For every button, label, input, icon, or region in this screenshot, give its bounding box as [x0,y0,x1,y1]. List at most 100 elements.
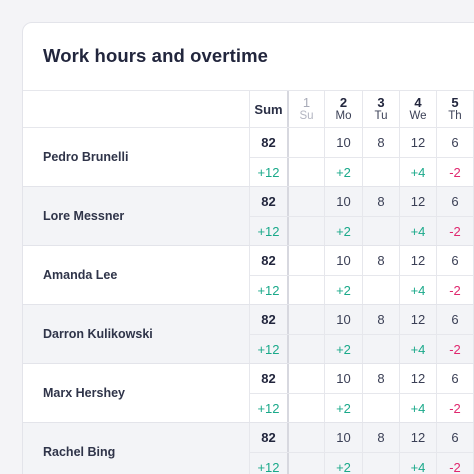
table-row[interactable]: Marx Hershey 82 10 8 12 6 +12 +2 +4 -2 [23,364,474,423]
day-header-1[interactable]: 1 Su [287,91,324,127]
overtime-subrow: +12 +2 +4 -2 [249,334,474,363]
hours-sum-cell: 82 [249,305,287,334]
overtime-cell[interactable]: -2 [436,158,473,186]
hours-cell[interactable]: 12 [399,423,436,452]
overtime-cell[interactable]: -2 [436,217,473,245]
overtime-cell[interactable] [287,217,324,245]
hours-cell[interactable]: 12 [399,305,436,334]
day-number: 5 [451,95,459,111]
overtime-cell[interactable]: +2 [324,394,362,422]
table-row[interactable]: Amanda Lee 82 10 8 12 6 +12 +2 +4 -2 [23,246,474,305]
employee-name[interactable]: Darron Kulikowski [43,327,153,341]
hours-cell[interactable] [287,128,324,157]
hours-subrow: 82 10 8 12 6 [249,128,474,157]
hours-sum-cell: 82 [249,128,287,157]
day-header-2[interactable]: 2 Mo [324,91,362,127]
hours-cell[interactable]: 6 [436,364,473,393]
overtime-cell[interactable] [287,453,324,474]
overtime-cell[interactable]: -2 [436,276,473,304]
hours-cell[interactable]: 6 [436,246,473,275]
overtime-sum-cell: +12 [249,217,287,245]
day-name: Su [299,109,314,122]
hours-cell[interactable]: 8 [362,305,399,334]
hours-cell[interactable]: 6 [436,305,473,334]
employee-name[interactable]: Rachel Bing [43,445,116,459]
hours-cell[interactable]: 6 [436,423,473,452]
hours-cell[interactable]: 6 [436,128,473,157]
hours-cell[interactable]: 10 [324,423,362,452]
hours-sum-cell: 82 [249,246,287,275]
employee-name[interactable]: Marx Hershey [43,386,125,400]
hours-cell[interactable]: 10 [324,364,362,393]
day-header-4[interactable]: 4 We [399,91,436,127]
overtime-cell[interactable] [362,394,399,422]
day-header-5[interactable]: 5 Th [436,91,473,127]
hours-subrow: 82 10 8 12 6 [249,423,474,452]
overtime-cell[interactable]: +4 [399,276,436,304]
day-name: Mo [335,109,352,122]
overtime-cell[interactable]: +2 [324,158,362,186]
hours-cell[interactable]: 6 [436,187,473,216]
overtime-cell[interactable]: +2 [324,217,362,245]
overtime-cell[interactable]: +4 [399,217,436,245]
overtime-cell[interactable]: -2 [436,394,473,422]
overtime-cell[interactable]: +4 [399,158,436,186]
overtime-sum-cell: +12 [249,335,287,363]
hours-cell[interactable]: 10 [324,128,362,157]
hours-cell[interactable]: 10 [324,246,362,275]
table-row[interactable]: Darron Kulikowski 82 10 8 12 6 +12 +2 +4 -2 [23,305,474,364]
hours-cell[interactable] [287,364,324,393]
hours-cell[interactable]: 8 [362,128,399,157]
day-header-3[interactable]: 3 Tu [362,91,399,127]
hours-cell[interactable]: 8 [362,423,399,452]
hours-sum-cell: 82 [249,187,287,216]
hours-cell[interactable]: 8 [362,246,399,275]
hours-cell[interactable]: 10 [324,305,362,334]
overtime-subrow: +12 +2 +4 -2 [249,393,474,422]
overtime-cell[interactable] [362,453,399,474]
overtime-subrow: +12 +2 +4 -2 [249,452,474,474]
table-row[interactable]: Rachel Bing 82 10 8 12 6 +12 +2 +4 -2 [23,423,474,474]
overtime-cell[interactable] [362,217,399,245]
employee-name[interactable]: Lore Messner [43,209,125,223]
hours-cell[interactable]: 8 [362,187,399,216]
employee-name[interactable]: Pedro Brunelli [43,150,129,164]
overtime-cell[interactable] [287,394,324,422]
overtime-cell[interactable]: -2 [436,453,473,474]
overtime-cell[interactable] [362,276,399,304]
overtime-cell[interactable]: +4 [399,453,436,474]
overtime-cell[interactable]: +4 [399,335,436,363]
table-row[interactable]: Pedro Brunelli 82 10 8 12 6 +12 +2 +4 -2 [23,128,474,187]
hours-cell[interactable] [287,305,324,334]
overtime-sum-cell: +12 [249,158,287,186]
hours-subrow: 82 10 8 12 6 [249,364,474,393]
overtime-cell[interactable]: -2 [436,335,473,363]
hours-cell[interactable]: 8 [362,364,399,393]
hours-cell[interactable]: 12 [399,128,436,157]
hours-sum-cell: 82 [249,364,287,393]
overtime-cell[interactable]: +2 [324,276,362,304]
overtime-cell[interactable] [287,158,324,186]
overtime-cell[interactable]: +2 [324,453,362,474]
hours-cell[interactable] [287,246,324,275]
overtime-sum-cell: +12 [249,276,287,304]
hours-cell[interactable] [287,187,324,216]
hours-cell[interactable]: 12 [399,246,436,275]
overtime-cell[interactable] [362,335,399,363]
hours-subrow: 82 10 8 12 6 [249,305,474,334]
overtime-cell[interactable] [287,335,324,363]
hours-cell[interactable]: 12 [399,364,436,393]
hours-cell[interactable]: 12 [399,187,436,216]
table-row[interactable]: Lore Messner 82 10 8 12 6 +12 +2 +4 -2 [23,187,474,246]
overtime-cell[interactable]: +4 [399,394,436,422]
employee-name[interactable]: Amanda Lee [43,268,118,282]
day-name: Tu [374,109,388,122]
overtime-cell[interactable] [362,158,399,186]
hours-cell[interactable] [287,423,324,452]
overtime-cell[interactable]: +2 [324,335,362,363]
sum-column-header[interactable]: Sum [249,91,287,127]
overtime-cell[interactable] [287,276,324,304]
work-hours-card: Work hours and overtime Sum 1 Su 2 Mo 3 … [22,22,474,474]
hours-cell[interactable]: 10 [324,187,362,216]
employee-rows: Pedro Brunelli 82 10 8 12 6 +12 +2 +4 -2 Lore Mess… [23,128,474,474]
